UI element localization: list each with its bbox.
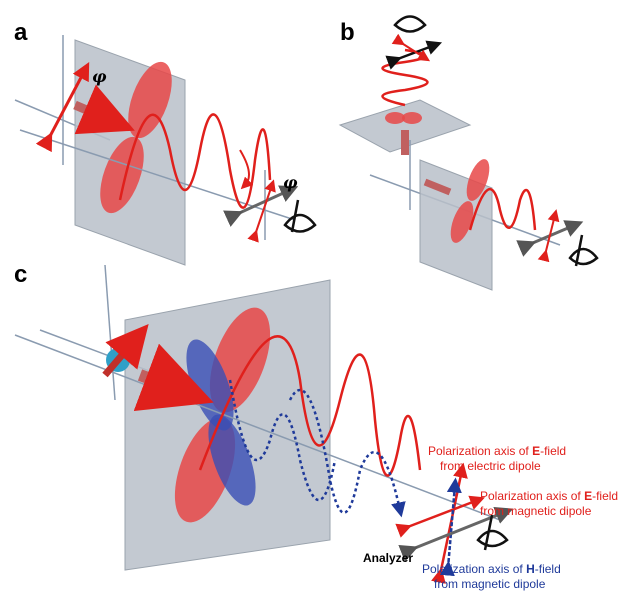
annotation-bold: H (526, 562, 535, 576)
annotation-line: Polarization axis of H-field (422, 562, 561, 576)
annotation-line: from magnetic dipole (434, 577, 546, 591)
annotation-line: Polarization axis of E-field (428, 444, 566, 458)
annotation-line: from electric dipole (440, 459, 541, 473)
annotation-bold: E (532, 444, 540, 458)
analyzer-label: Analyzer (363, 551, 413, 565)
panel-c (14, 264, 514, 584)
angle-label: φ (283, 173, 298, 192)
panel-a (14, 35, 317, 266)
annotation-line: from magnetic dipole (480, 504, 592, 518)
angle-label: φ (92, 67, 107, 86)
panel-label: b (340, 19, 355, 46)
annotation-text: -field (592, 489, 618, 503)
panel-label: a (14, 19, 28, 46)
annotation-text: -field (535, 562, 561, 576)
annotation-text: -field (540, 444, 566, 458)
annotation-bold: E (584, 489, 592, 503)
panel-label: c (14, 261, 27, 288)
annotation-text: Polarization axis of (480, 489, 584, 503)
annotation-line: Polarization axis of E-field (480, 489, 618, 503)
annotation-text: Polarization axis of (428, 444, 532, 458)
panel-b (338, 15, 599, 291)
annotation-text: Polarization axis of (422, 562, 526, 576)
